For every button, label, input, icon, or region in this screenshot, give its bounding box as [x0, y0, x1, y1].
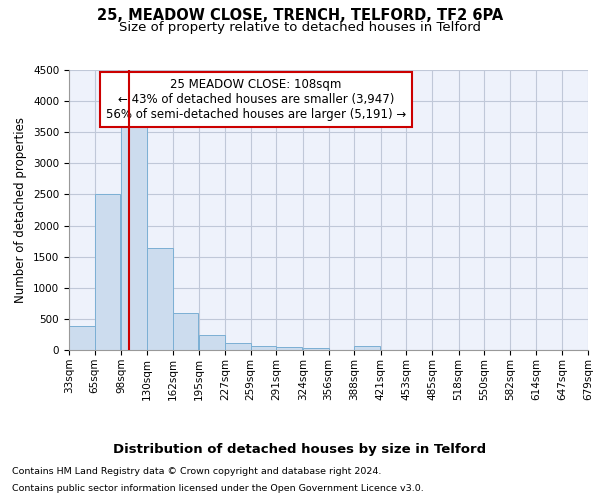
Bar: [121, 116, 147, 350]
Bar: [251, 346, 276, 350]
Bar: [95, 194, 121, 350]
Text: 25, MEADOW CLOSE, TRENCH, TELFORD, TF2 6PA: 25, MEADOW CLOSE, TRENCH, TELFORD, TF2 6…: [97, 8, 503, 22]
Text: Contains public sector information licensed under the Open Government Licence v3: Contains public sector information licen…: [12, 484, 424, 493]
Bar: [276, 346, 302, 350]
Text: Size of property relative to detached houses in Telford: Size of property relative to detached ho…: [119, 21, 481, 34]
Text: Contains HM Land Registry data © Crown copyright and database right 2024.: Contains HM Land Registry data © Crown c…: [12, 468, 382, 476]
Bar: [147, 248, 173, 350]
Bar: [173, 314, 199, 350]
Bar: [199, 335, 225, 350]
Text: Distribution of detached houses by size in Telford: Distribution of detached houses by size …: [113, 442, 487, 456]
Bar: [69, 326, 95, 350]
Bar: [354, 346, 380, 350]
Bar: [225, 343, 251, 350]
Y-axis label: Number of detached properties: Number of detached properties: [14, 117, 28, 303]
Bar: [303, 348, 329, 350]
Text: 25 MEADOW CLOSE: 108sqm
← 43% of detached houses are smaller (3,947)
56% of semi: 25 MEADOW CLOSE: 108sqm ← 43% of detache…: [106, 78, 406, 122]
